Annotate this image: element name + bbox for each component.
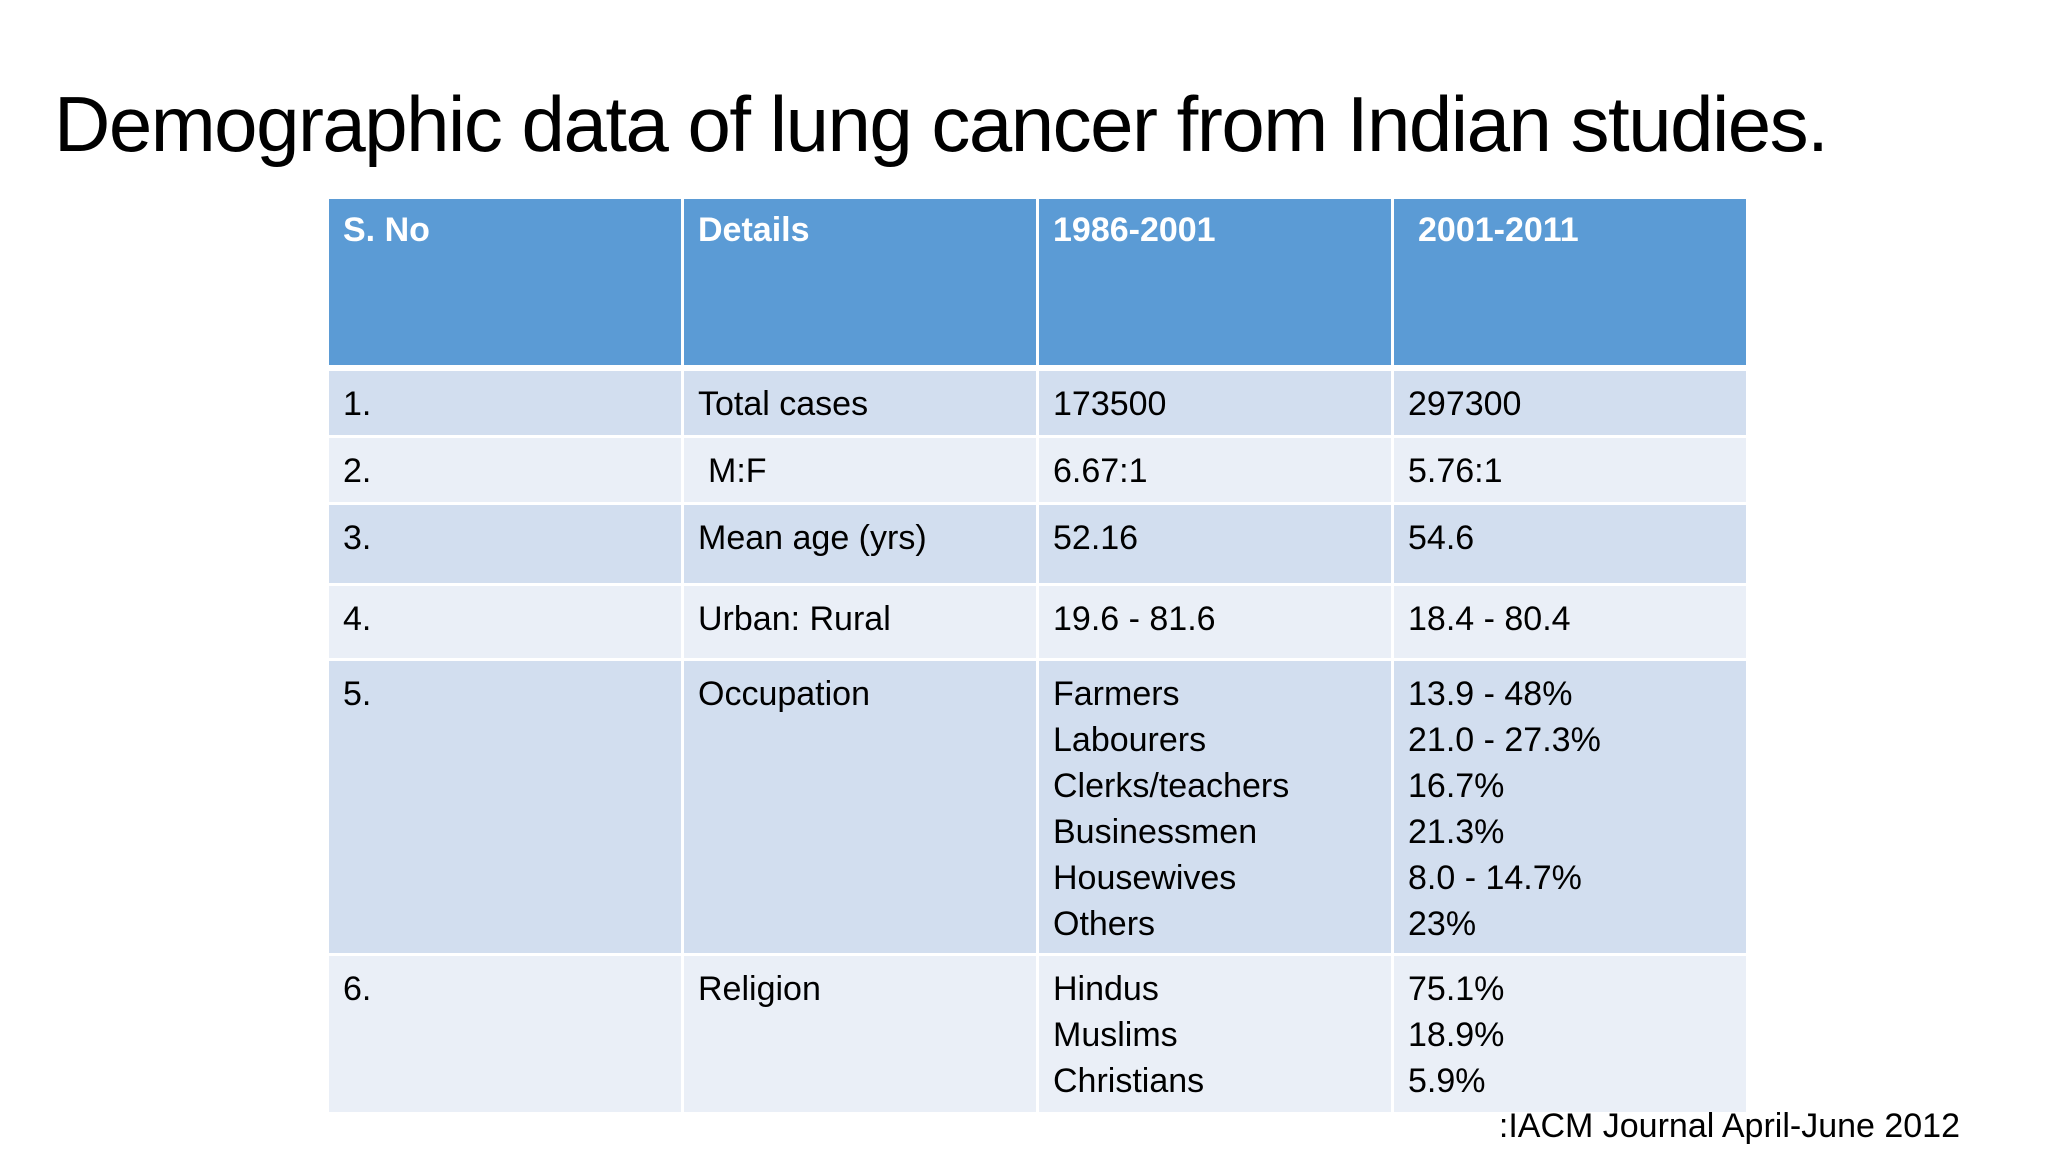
source-citation: :IACM Journal April-June 2012 [1498, 1107, 1960, 1145]
cell-value: 75.1% [1408, 970, 1505, 1008]
cell-value: Farmers [1053, 675, 1180, 713]
cell-value: 6.67:1 [1053, 452, 1148, 490]
cell-value: 5.9% [1408, 1062, 1486, 1100]
cell-period-2: 297300 [1391, 366, 1749, 438]
cell-value: Muslims [1053, 1016, 1178, 1054]
cell-period-1: 19.6 - 81.6 [1036, 583, 1394, 661]
cell-details: Religion [681, 953, 1039, 1115]
cell-value: Businessmen [1053, 813, 1258, 851]
cell-period-1: 6.67:1 [1036, 435, 1394, 505]
cell-value: 21.0 - 27.3% [1408, 721, 1601, 759]
slide-title: Demographic data of lung cancer from Ind… [54, 80, 1829, 168]
cell-details: Urban: Rural [681, 583, 1039, 661]
cell-value: Clerks/teachers [1053, 767, 1290, 805]
cell-period-2: 18.4 - 80.4 [1391, 583, 1749, 661]
cell-details: Mean age (yrs) [681, 502, 1039, 586]
cell-period-2: 54.6 [1391, 502, 1749, 586]
cell-value: 54.6 [1408, 519, 1475, 557]
cell-period-1: 52.16 [1036, 502, 1394, 586]
table-row: 1. Total cases 173500 297300 [326, 366, 1749, 438]
cell-period-1: Hindus Muslims Christians [1036, 953, 1394, 1115]
table-row: 4. Urban: Rural 19.6 - 81.6 18.4 - 80.4 [326, 583, 1749, 661]
cell-sno: 4. [326, 583, 684, 661]
cell-details: M:F [681, 435, 1039, 505]
cell-period-2: 75.1% 18.9% 5.9% [1391, 953, 1749, 1115]
cell-period-1: Farmers Labourers Clerks/teachers Busine… [1036, 658, 1394, 956]
cell-sno: 1. [326, 366, 684, 438]
cell-value: Housewives [1053, 859, 1237, 897]
cell-value: Hindus [1053, 970, 1159, 1008]
demographic-table: S. No Details 1986-2001 2001-2011 1. Tot… [326, 196, 1749, 1115]
cell-value: 23% [1408, 905, 1477, 943]
cell-value: M:F [708, 452, 767, 490]
cell-sno: 3. [326, 502, 684, 586]
cell-period-2: 5.76:1 [1391, 435, 1749, 505]
header-details: Details [681, 196, 1039, 371]
cell-period-1: 173500 [1036, 366, 1394, 438]
cell-value: 52.16 [1053, 519, 1139, 557]
cell-value: 19.6 - 81.6 [1053, 600, 1216, 638]
cell-sno: 6. [326, 953, 684, 1115]
cell-value: 13.9 - 48% [1408, 675, 1573, 713]
cell-value: 8.0 - 14.7% [1408, 859, 1582, 897]
table-row: 3. Mean age (yrs) 52.16 54.6 [326, 502, 1749, 586]
table-row: 5. Occupation Farmers Labourers Clerks/t… [326, 658, 1749, 956]
header-period-2001-2011: 2001-2011 [1391, 196, 1749, 371]
cell-value: 21.3% [1408, 813, 1505, 851]
cell-value: 297300 [1408, 385, 1522, 423]
table-header-row: S. No Details 1986-2001 2001-2011 [326, 196, 1749, 371]
cell-value: 18.4 - 80.4 [1408, 600, 1571, 638]
header-sno: S. No [326, 196, 684, 371]
table-row: 6. Religion Hindus Muslims Christians 75… [326, 953, 1749, 1115]
cell-value: 173500 [1053, 385, 1167, 423]
cell-sno: 2. [326, 435, 684, 505]
table-row: 2. M:F 6.67:1 5.76:1 [326, 435, 1749, 505]
cell-details: Occupation [681, 658, 1039, 956]
cell-value: Others [1053, 905, 1156, 943]
cell-details: Total cases [681, 366, 1039, 438]
header-period-1986-2001: 1986-2001 [1036, 196, 1394, 371]
cell-sno: 5. [326, 658, 684, 956]
cell-value: Christians [1053, 1062, 1205, 1100]
cell-value: 5.76:1 [1408, 452, 1503, 490]
cell-value: 16.7% [1408, 767, 1505, 805]
cell-period-2: 13.9 - 48% 21.0 - 27.3% 16.7% 21.3% 8.0 … [1391, 658, 1749, 956]
cell-value: 18.9% [1408, 1016, 1505, 1054]
cell-value: Labourers [1053, 721, 1207, 759]
